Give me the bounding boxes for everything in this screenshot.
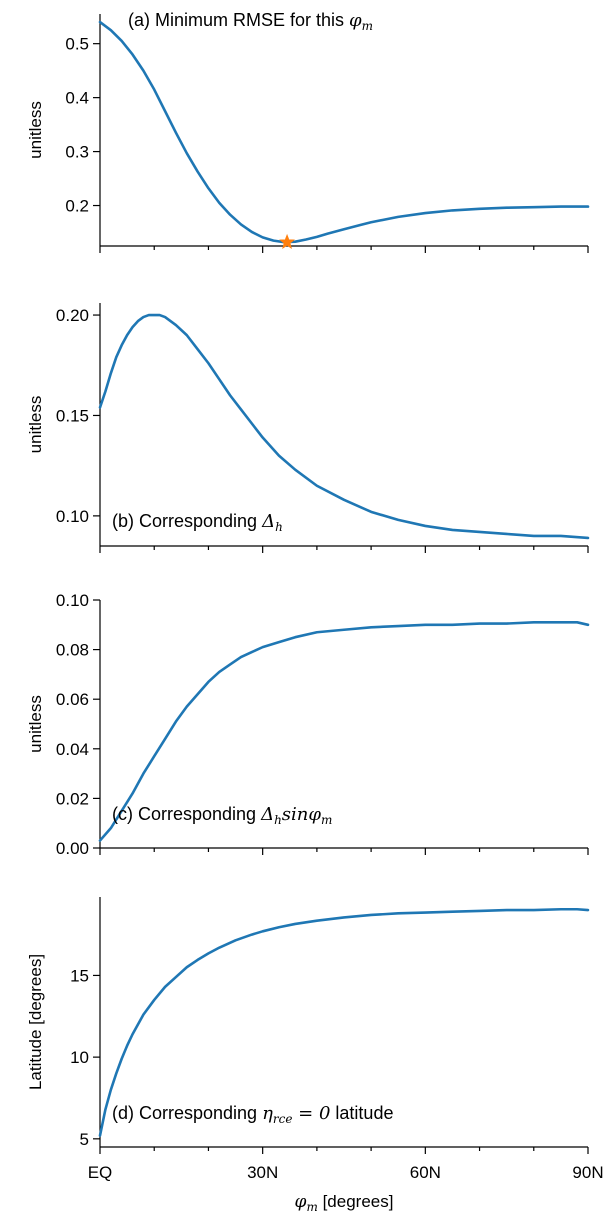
y-tick-label: 0.3 <box>65 143 89 162</box>
panel-d-title: (d) Corresponding ηrce = 0 latitude <box>112 1103 393 1126</box>
y-tick-label: 0.02 <box>56 789 89 808</box>
y-tick-label: 0.20 <box>56 306 89 325</box>
panel-b: 0.10 0.15 0.20 unitless (b) Corresponding Δh <box>26 303 590 553</box>
series-line-b <box>98 313 590 540</box>
series-line-a <box>98 20 590 244</box>
y-tick-label: 0.06 <box>56 690 89 709</box>
y-tick-label: 0.4 <box>65 89 89 108</box>
y-axis-label: unitless <box>26 695 45 753</box>
series-line-c <box>98 621 590 842</box>
y-tick-label: 0.04 <box>56 740 89 759</box>
y-tick-label: 0.5 <box>65 35 89 54</box>
y-tick-label: 10 <box>70 1048 89 1067</box>
y-tick-label: 0.10 <box>56 507 89 526</box>
y-tick-label: 0.08 <box>56 641 89 660</box>
series-line-d <box>98 907 590 1137</box>
panel-a-title: (a) Minimum RMSE for this φm <box>128 10 373 33</box>
x-tick-label: 60N <box>410 1163 441 1182</box>
minimum-star-marker <box>279 233 295 249</box>
y-tick-label: 0.10 <box>56 591 89 610</box>
y-tick-label: 5 <box>80 1130 89 1149</box>
panel-d: 5 10 15 Latitude [degrees] (d) Corresponding… <box>26 897 590 1154</box>
y-axis-label: unitless <box>26 101 45 159</box>
y-axis-label: Latitude [degrees] <box>26 954 45 1090</box>
y-tick-label: 15 <box>70 966 89 985</box>
x-tick-label: EQ <box>88 1163 113 1182</box>
y-tick-label: 0.15 <box>56 406 89 425</box>
y-tick-label: 0.00 <box>56 839 89 858</box>
x-tick-label: 30N <box>247 1163 278 1182</box>
x-axis-label: φm [degrees] <box>295 1192 394 1214</box>
x-tick-label: 90N <box>572 1163 603 1182</box>
panel-b-title: (b) Corresponding Δh <box>112 511 283 534</box>
y-axis-label: unitless <box>26 396 45 454</box>
panel-c: 0.00 0.02 0.04 0.06 0.08 0.10 unitless (c) Corr… <box>26 591 590 858</box>
panel-c-title: (c) Corresponding Δhsinφm <box>112 804 332 827</box>
y-tick-label: 0.2 <box>65 197 89 216</box>
panel-a: 0.2 0.3 0.4 0.5 unitless (a) Minimum RMSE for… <box>26 10 590 253</box>
